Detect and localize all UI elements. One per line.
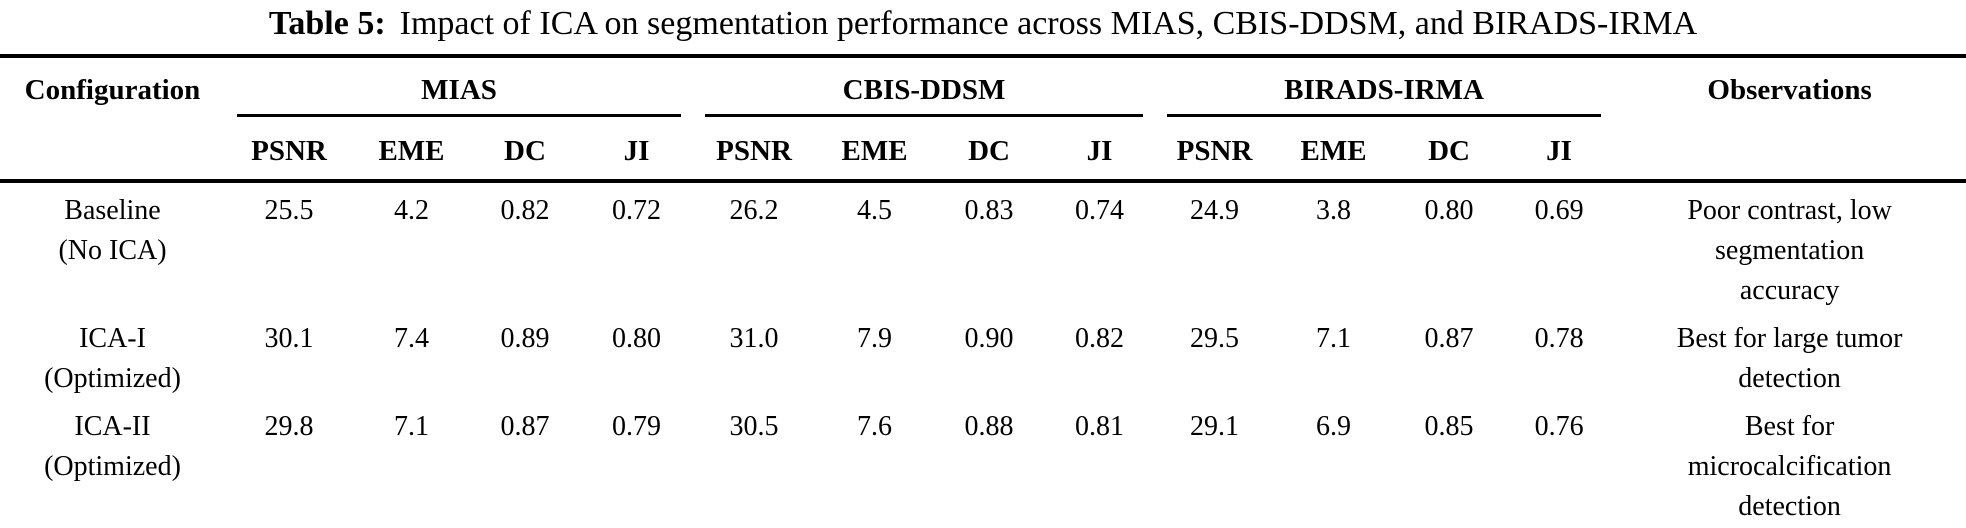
- observation-line: detection: [1738, 491, 1841, 522]
- metric-header-dc: DC: [1393, 117, 1506, 183]
- group-header-mias: MIAS: [225, 56, 693, 117]
- metric-value: 29.5: [1190, 323, 1240, 354]
- metric-value: 0.89: [500, 323, 550, 354]
- metric-header-psnr: PSNR: [693, 117, 816, 183]
- table-row-baseline: Baseline (No ICA) 25.5 4.2 0.82 0.72 26.…: [0, 181, 1966, 311]
- metric-value: 29.1: [1190, 411, 1240, 442]
- observation-line: accuracy: [1739, 275, 1840, 306]
- configuration-cell: Baseline (No ICA): [0, 181, 225, 311]
- metric-value: 7.6: [857, 411, 893, 442]
- configuration-line: ICA-I: [79, 323, 146, 354]
- configuration-column-header: Configuration: [0, 56, 225, 183]
- group-header-row: Configuration MIAS CBIS-DDSM BIRADS-IRMA…: [0, 56, 1966, 183]
- results-table: Configuration MIAS CBIS-DDSM BIRADS-IRMA…: [0, 54, 1966, 528]
- configuration-line: ICA-II: [74, 411, 151, 442]
- group-header-birads-irma-label: BIRADS-IRMA: [1167, 72, 1602, 117]
- configuration-line: (Optimized): [44, 451, 181, 482]
- observation-line: segmentation: [1714, 235, 1865, 266]
- metric-value: 24.9: [1190, 195, 1240, 226]
- group-header-cbis-ddsm-label: CBIS-DDSM: [705, 72, 1144, 117]
- metric-header-row: PSNR EME DC JI PSNR EME DC JI PSNR EME D…: [0, 117, 1966, 183]
- metric-value: 7.1: [1316, 323, 1352, 354]
- table-caption-text: Impact of ICA on segmentation performanc…: [399, 5, 1698, 42]
- metric-value: 0.82: [1075, 323, 1125, 354]
- metric-value: 0.82: [500, 195, 550, 226]
- table-row-ica-1: ICA-I (Optimized) 30.1 7.4 0.89 0.80 31.…: [0, 311, 1966, 399]
- table-caption-label: Table 5:: [268, 5, 386, 42]
- group-header-cbis-ddsm: CBIS-DDSM: [693, 56, 1155, 117]
- metric-value: 0.74: [1075, 195, 1125, 226]
- configuration-line: (No ICA): [58, 235, 167, 266]
- configuration-line: (Optimized): [44, 363, 181, 394]
- metric-value: 7.1: [394, 411, 429, 442]
- metric-header-psnr: PSNR: [1155, 117, 1275, 183]
- metric-value: 0.80: [612, 323, 662, 354]
- metric-header-eme: EME: [815, 117, 935, 183]
- group-header-mias-label: MIAS: [237, 72, 682, 117]
- group-header-birads-irma: BIRADS-IRMA: [1155, 56, 1613, 117]
- metric-value: 31.0: [729, 323, 779, 354]
- metric-value: 30.5: [729, 411, 779, 442]
- metric-value: 29.8: [264, 411, 314, 442]
- configuration-line: Baseline: [64, 195, 161, 226]
- metric-value: 26.2: [729, 195, 779, 226]
- observation-line: Best for large tumor: [1676, 323, 1903, 354]
- metric-value: 0.87: [500, 411, 550, 442]
- paper-table-page: Table 5: Impact of ICA on segmentation pe…: [0, 4, 1966, 528]
- observations-cell: Best for large tumor detection: [1613, 311, 1966, 399]
- table-caption: Table 5: Impact of ICA on segmentation pe…: [0, 4, 1966, 44]
- configuration-cell: ICA-II (Optimized): [0, 399, 225, 528]
- metric-header-ji: JI: [1044, 117, 1156, 183]
- table-row-ica-2: ICA-II (Optimized) 29.8 7.1 0.87 0.79 30…: [0, 399, 1966, 528]
- metric-value: 4.2: [394, 195, 429, 226]
- metric-value: 6.9: [1316, 411, 1352, 442]
- metric-header-ji: JI: [580, 117, 694, 183]
- metric-value: 0.87: [1424, 323, 1474, 354]
- metric-header-dc: DC: [934, 117, 1045, 183]
- metric-header-dc: DC: [470, 117, 580, 183]
- metric-header-eme: EME: [1274, 117, 1394, 183]
- metric-header-ji: JI: [1505, 117, 1614, 183]
- metric-value: 0.78: [1534, 323, 1584, 354]
- metric-value: 0.81: [1075, 411, 1125, 442]
- metric-value: 4.5: [857, 195, 893, 226]
- observations-cell: Poor contrast, low segmentation accuracy: [1613, 181, 1966, 311]
- metric-value: 7.4: [394, 323, 429, 354]
- observation-line: microcalcification: [1687, 451, 1892, 482]
- metric-value: 0.83: [964, 195, 1014, 226]
- metric-value: 0.69: [1534, 195, 1584, 226]
- observations-column-header: Observations: [1613, 56, 1966, 183]
- metric-value: 0.85: [1424, 411, 1474, 442]
- metric-header-eme: EME: [353, 117, 470, 183]
- observation-line: Poor contrast, low: [1687, 195, 1892, 226]
- configuration-cell: ICA-I (Optimized): [0, 311, 225, 399]
- metric-value: 3.8: [1316, 195, 1352, 226]
- metric-value: 0.72: [612, 195, 662, 226]
- observation-line: detection: [1738, 363, 1841, 394]
- metric-value: 7.9: [857, 323, 893, 354]
- metric-value: 0.88: [964, 411, 1014, 442]
- metric-value: 30.1: [264, 323, 314, 354]
- observation-line: Best for: [1744, 411, 1835, 442]
- observations-cell: Best for microcalcification detection: [1613, 399, 1966, 528]
- metric-value: 0.90: [964, 323, 1014, 354]
- metric-header-psnr: PSNR: [225, 117, 353, 183]
- metric-value: 0.80: [1424, 195, 1474, 226]
- metric-value: 0.79: [612, 411, 662, 442]
- metric-value: 25.5: [264, 195, 314, 226]
- metric-value: 0.76: [1534, 411, 1584, 442]
